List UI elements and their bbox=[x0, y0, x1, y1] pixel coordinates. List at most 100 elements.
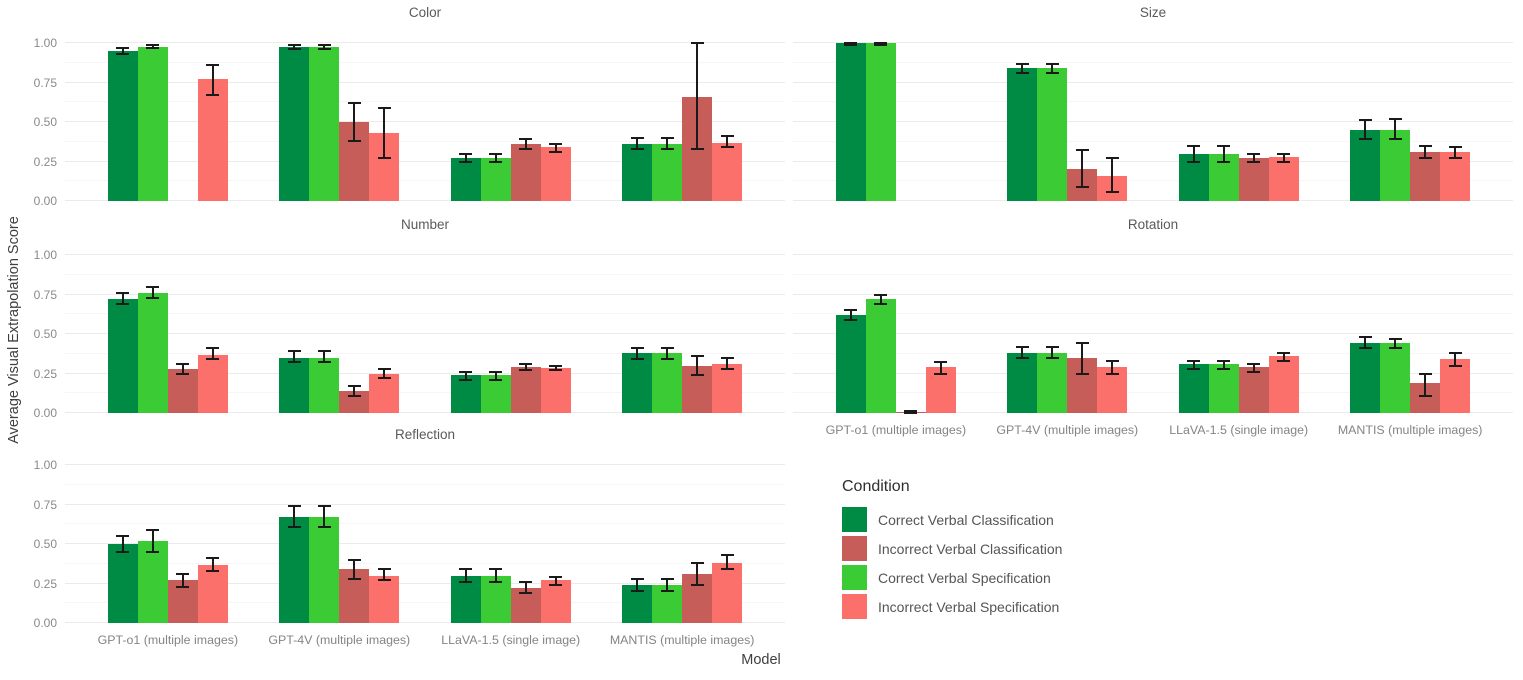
bar bbox=[1097, 367, 1128, 413]
error-bar-line bbox=[1192, 145, 1195, 162]
error-bar-cap bbox=[519, 580, 533, 583]
error-bar-cap bbox=[549, 143, 563, 146]
error-bar-cap bbox=[459, 152, 473, 155]
error-bar-cap bbox=[690, 147, 704, 150]
legend-item: Correct Verbal Classification bbox=[842, 507, 1162, 532]
error-bar-cap bbox=[146, 44, 160, 47]
error-bar-cap bbox=[519, 369, 533, 372]
error-bar-line bbox=[383, 107, 386, 159]
error-bar-line bbox=[383, 368, 386, 379]
bar bbox=[339, 390, 370, 413]
error-bar-cap bbox=[1448, 146, 1462, 149]
error-bar-cap bbox=[690, 42, 704, 44]
bar bbox=[369, 575, 400, 623]
error-bar-cap bbox=[1448, 364, 1462, 367]
error-bar-cap bbox=[116, 550, 130, 553]
bar bbox=[1440, 152, 1471, 201]
error-bar-cap bbox=[1075, 342, 1089, 345]
gridline-major bbox=[793, 372, 1513, 374]
error-bar-cap bbox=[934, 361, 948, 364]
y-tick-label: 0.50 bbox=[33, 537, 57, 551]
error-bar-cap bbox=[317, 44, 331, 47]
error-bar-cap bbox=[1247, 363, 1261, 366]
gridline-minor bbox=[65, 602, 785, 604]
error-bar-line bbox=[1051, 346, 1054, 358]
facet-panel-color bbox=[65, 31, 785, 201]
error-bar-cap bbox=[1217, 160, 1231, 163]
error-bar-cap bbox=[347, 139, 361, 142]
bar bbox=[510, 144, 541, 201]
gridline-minor bbox=[65, 140, 785, 142]
error-bar-line bbox=[554, 577, 557, 586]
gridline-major bbox=[793, 333, 1513, 334]
error-bar-line bbox=[151, 286, 154, 298]
error-bar-cap bbox=[317, 350, 331, 353]
gridline-major bbox=[793, 412, 1513, 413]
error-bar-cap bbox=[206, 557, 220, 560]
gridline-minor bbox=[793, 392, 1513, 394]
gridline-major bbox=[65, 622, 785, 623]
error-bar-line bbox=[353, 386, 356, 396]
bar bbox=[167, 368, 198, 413]
legend-swatch bbox=[842, 565, 867, 590]
y-tick-label: 0.00 bbox=[33, 616, 57, 630]
x-tick-label: GPT-o1 (multiple images) bbox=[97, 633, 239, 647]
error-bar-cap bbox=[690, 355, 704, 358]
error-bar-line bbox=[121, 536, 124, 552]
gridline-major bbox=[65, 372, 785, 374]
bar bbox=[137, 46, 168, 201]
bar bbox=[197, 564, 228, 623]
bar bbox=[107, 50, 138, 201]
error-bar-line bbox=[1282, 352, 1285, 361]
bar bbox=[480, 158, 511, 201]
error-bar-cap bbox=[317, 525, 331, 528]
error-bar-cap bbox=[660, 590, 674, 593]
bar bbox=[1238, 158, 1269, 201]
error-bar-cap bbox=[459, 568, 473, 571]
error-bar-line bbox=[293, 45, 296, 49]
gridline-major bbox=[793, 254, 1513, 255]
error-bar-cap bbox=[116, 46, 130, 49]
bar bbox=[309, 517, 340, 623]
x-tick-label: GPT-4V (multiple images) bbox=[268, 633, 411, 647]
bar bbox=[835, 315, 866, 413]
error-bar-line bbox=[666, 578, 669, 592]
error-bar-cap bbox=[630, 147, 644, 150]
facet-panel-reflection bbox=[65, 453, 785, 623]
error-bar-line bbox=[636, 348, 639, 360]
error-bar-cap bbox=[1015, 356, 1029, 359]
gridline-minor bbox=[65, 101, 785, 103]
error-bar-cap bbox=[287, 44, 301, 47]
error-bar-cap bbox=[1448, 351, 1462, 354]
bar bbox=[1208, 364, 1239, 413]
error-bar-line bbox=[1111, 360, 1114, 374]
bar bbox=[540, 367, 571, 413]
gridline-minor bbox=[793, 140, 1513, 142]
error-bar-line bbox=[383, 569, 386, 581]
error-bar-cap bbox=[1105, 190, 1119, 193]
error-bar-cap bbox=[1075, 185, 1089, 188]
error-bar-line bbox=[1111, 158, 1114, 192]
error-bar-cap bbox=[459, 370, 473, 373]
error-bar-cap bbox=[549, 584, 563, 587]
error-bar-cap bbox=[206, 358, 220, 361]
gridline-major bbox=[65, 42, 785, 43]
error-bar-cap bbox=[1075, 149, 1089, 152]
error-bar-line bbox=[1364, 120, 1367, 140]
error-bar-line bbox=[1222, 360, 1225, 369]
error-bar-cap bbox=[1075, 372, 1089, 375]
gridline-major bbox=[65, 81, 785, 83]
error-bar-cap bbox=[377, 157, 391, 160]
error-bar-cap bbox=[1358, 119, 1372, 122]
facet-panel-number bbox=[65, 243, 785, 413]
x-tick-label: LLaVA-1.5 (single image) bbox=[441, 633, 581, 647]
error-bar-line bbox=[696, 43, 699, 149]
bar bbox=[450, 158, 481, 201]
legend-item-label: Correct Verbal Classification bbox=[878, 511, 1054, 528]
gridline-major bbox=[65, 412, 785, 413]
error-bar-cap bbox=[844, 318, 858, 321]
gridline-major bbox=[793, 160, 1513, 162]
error-bar-cap bbox=[377, 579, 391, 582]
error-bar-line bbox=[151, 45, 154, 48]
error-bar-line bbox=[1192, 360, 1195, 369]
